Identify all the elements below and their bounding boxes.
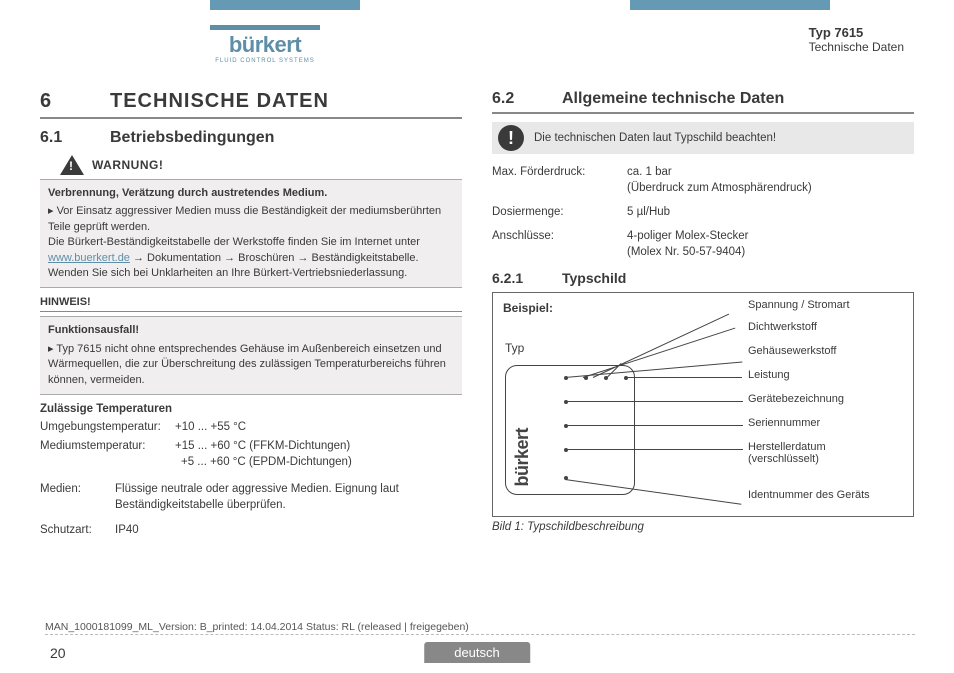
warning-triangle-icon <box>60 155 84 175</box>
diagram-label: Gerätebezeichnung <box>748 393 844 405</box>
brand-logo: bürkert FLUID CONTROL SYSTEMS <box>210 25 320 64</box>
schutz-val: IP40 <box>115 522 462 538</box>
nameplate-dots <box>554 366 626 494</box>
spec-row-3: Anschlüsse: 4-poliger Molex-Stecker (Mol… <box>492 228 914 260</box>
diagram-label: Seriennummer <box>748 417 820 429</box>
section-heading: 6 TECHNISCHE DATEN <box>40 90 462 119</box>
buerkert-link[interactable]: www.buerkert.de <box>48 252 130 264</box>
footer-meta: MAN_1000181099_ML_Version: B_printed: 14… <box>45 621 915 635</box>
left-column: 6 TECHNISCHE DATEN 6.1 Betriebsbedingung… <box>40 90 462 613</box>
typ-label: Typ <box>505 341 524 355</box>
leader-line <box>565 425 743 426</box>
diagram-label: Gehäusewerkstoff <box>748 345 836 357</box>
accent-bar-left <box>210 0 360 10</box>
diagram-label: Herstellerdatum (verschlüsselt) <box>748 441 826 465</box>
right-column: 6.2 Allgemeine technische Daten ! Die te… <box>492 90 914 613</box>
section-num: 6 <box>40 90 110 113</box>
note-box: Funktionsausfall! Typ 7615 nicht ohne en… <box>40 316 462 395</box>
info-bar: ! Die technischen Daten laut Typschild b… <box>492 122 914 154</box>
arrow-icon: → <box>133 252 144 264</box>
leader-line <box>565 401 743 402</box>
diagram-label: Leistung <box>748 369 790 381</box>
subsub-title: Typschild <box>562 270 626 286</box>
warning-header: WARNUNG! <box>60 155 462 175</box>
info-circle-icon: ! <box>498 125 524 151</box>
ambient-val: +10 ... +55 °C <box>175 419 462 435</box>
diagram-label-line: (verschlüsselt) <box>748 453 826 465</box>
header-sub: Technische Daten <box>809 40 904 54</box>
warning-item: Vor Einsatz aggressiver Medien muss die … <box>48 204 454 235</box>
warning-label: WARNUNG! <box>92 158 163 172</box>
diagram-label: Spannung / Stromart <box>748 299 850 311</box>
note-bold: Funktionsausfall! <box>48 323 454 338</box>
spec3-v2: (Molex Nr. 50-57-9404) <box>627 244 914 260</box>
card-logo: bürkert <box>512 428 533 487</box>
subsection-title-2: Allgemeine technische Daten <box>562 90 784 108</box>
diagram-label: Dichtwerkstoff <box>748 321 817 333</box>
typschild-diagram: Beispiel: Typ bürkert <box>492 292 914 517</box>
medium-val-2: +5 ... +60 °C (EPDM-Dichtungen) <box>175 454 462 470</box>
subsection-num-2: 6.2 <box>492 90 562 108</box>
diagram-label-line: Herstellerdatum <box>748 441 826 453</box>
figure-caption: Bild 1: Typschildbeschreibung <box>492 521 914 533</box>
spec3-key: Anschlüsse: <box>492 228 627 260</box>
warn-text: Die Bürkert-Beständigkeitstabelle der We… <box>48 236 420 248</box>
nameplate-card: bürkert <box>505 365 635 495</box>
leader-line <box>627 377 742 378</box>
medien-row: Medien: Flüssige neutrale oder aggressiv… <box>40 481 462 513</box>
accent-bar-right <box>630 0 830 10</box>
warn-text: Broschüren <box>235 252 297 264</box>
medium-val: +15 ... +60 °C (FFKM-Dichtungen) +5 ... … <box>175 438 462 470</box>
header-meta: Typ 7615 Technische Daten <box>809 25 904 64</box>
subsection-heading: 6.1 Betriebsbedingungen <box>40 129 462 147</box>
ambient-key: Umgebungstemperatur: <box>40 419 175 435</box>
page-number: 20 <box>50 645 66 661</box>
language-tab: deutsch <box>424 642 530 663</box>
header-typ: Typ 7615 <box>809 25 904 40</box>
subsubsection-heading: 6.2.1 Typschild <box>492 270 914 286</box>
logo-subtext: FLUID CONTROL SYSTEMS <box>215 58 314 64</box>
medium-val-1: +15 ... +60 °C (FFKM-Dichtungen) <box>175 438 462 454</box>
spec1-v2: (Überdruck zum Atmosphärendruck) <box>627 180 914 196</box>
logo-text: bürkert <box>229 32 301 58</box>
page-header: bürkert FLUID CONTROL SYSTEMS Typ 7615 T… <box>0 25 954 64</box>
warn-text: Dokumentation <box>144 252 224 264</box>
section-title: TECHNISCHE DATEN <box>110 90 329 113</box>
medium-temp-row: Mediumstemperatur: +15 ... +60 °C (FFKM-… <box>40 438 462 470</box>
schutz-key: Schutzart: <box>40 522 115 538</box>
beispiel-label: Beispiel: <box>503 301 553 315</box>
arrow-icon: → <box>297 252 308 264</box>
subsection-title: Betriebsbedingungen <box>110 129 274 147</box>
spec3-v1: 4-poliger Molex-Stecker <box>627 228 914 244</box>
leader-line <box>565 449 743 450</box>
diagram-label: Identnummer des Geräts <box>748 489 870 501</box>
spec1-val: ca. 1 bar (Überdruck zum Atmosphärendruc… <box>627 164 914 196</box>
spec1-key: Max. Förderdruck: <box>492 164 627 196</box>
schutzart-row: Schutzart: IP40 <box>40 522 462 538</box>
subsection-heading-2: 6.2 Allgemeine technische Daten <box>492 90 914 114</box>
spec-row-2: Dosiermenge: 5 µl/Hub <box>492 204 914 220</box>
warning-box: Verbrennung, Verätzung durch austretende… <box>40 179 462 288</box>
logo-bar <box>210 25 320 30</box>
spec1-v1: ca. 1 bar <box>627 164 914 180</box>
medium-key: Mediumstemperatur: <box>40 438 175 470</box>
content-columns: 6 TECHNISCHE DATEN 6.1 Betriebsbedingung… <box>40 90 914 613</box>
note-label: HINWEIS! <box>40 296 462 312</box>
medien-key: Medien: <box>40 481 115 513</box>
spec-row-1: Max. Förderdruck: ca. 1 bar (Überdruck z… <box>492 164 914 196</box>
spec3-val: 4-poliger Molex-Stecker (Molex Nr. 50-57… <box>627 228 914 260</box>
info-text: Die technischen Daten laut Typschild bea… <box>534 132 776 144</box>
warning-bold: Verbrennung, Verätzung durch austretende… <box>48 186 454 201</box>
spec2-key: Dosiermenge: <box>492 204 627 220</box>
subsection-num: 6.1 <box>40 129 110 147</box>
warning-paragraph: Die Bürkert-Beständigkeitstabelle der We… <box>48 235 454 281</box>
arrow-icon: → <box>224 252 235 264</box>
spec2-val: 5 µl/Hub <box>627 204 914 220</box>
note-item: Typ 7615 nicht ohne entsprechendes Gehäu… <box>48 342 454 388</box>
subsub-num: 6.2.1 <box>492 270 562 286</box>
medien-val: Flüssige neutrale oder aggressive Medien… <box>115 481 462 513</box>
ambient-temp-row: Umgebungstemperatur: +10 ... +55 °C <box>40 419 462 435</box>
temp-title: Zulässige Temperaturen <box>40 403 462 415</box>
